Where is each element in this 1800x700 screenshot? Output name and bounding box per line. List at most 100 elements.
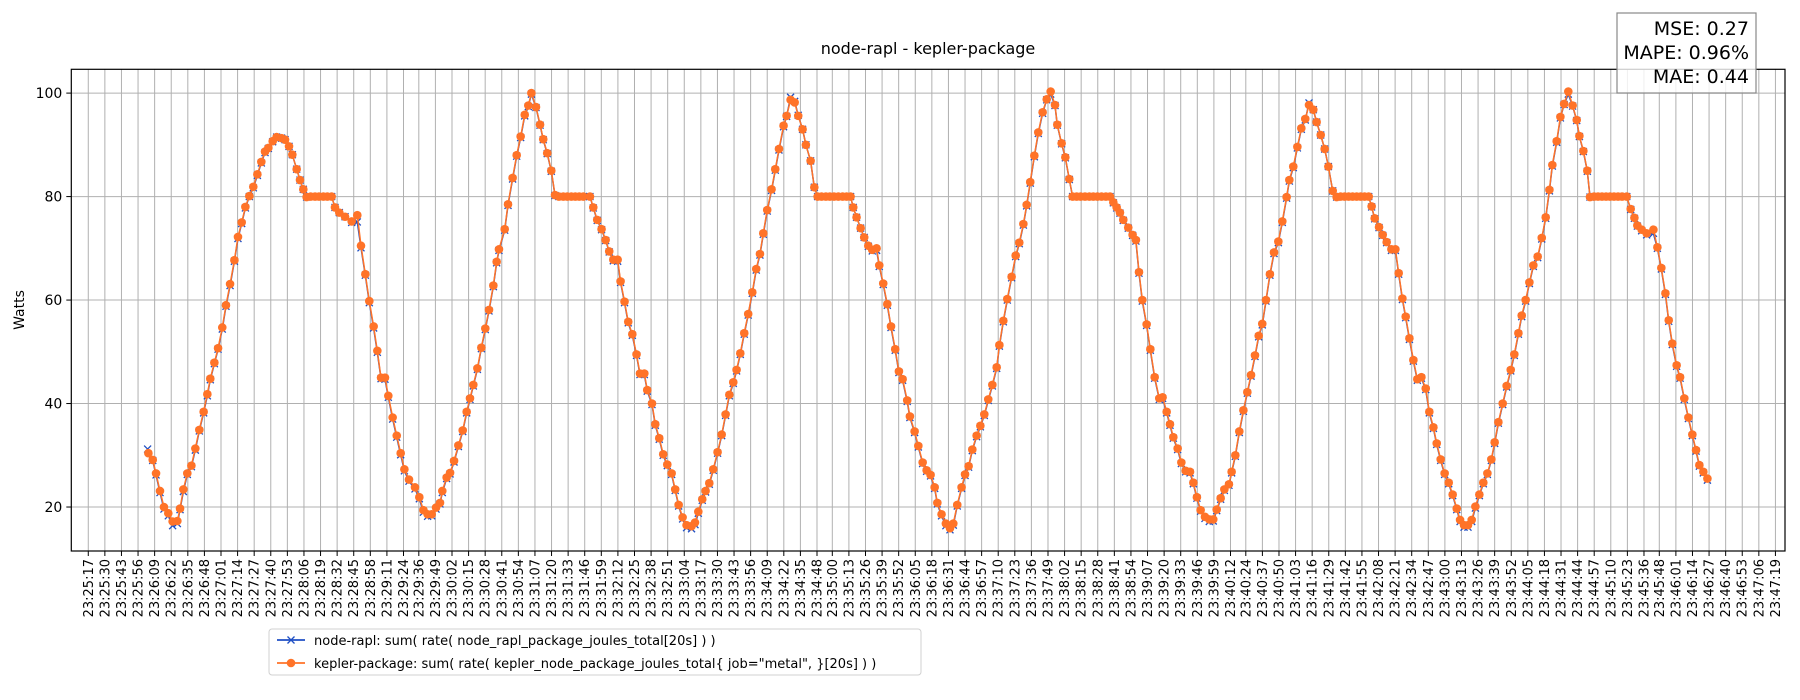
metrics-box-frame	[1616, 12, 1757, 94]
x-tick-label: 23:41:29	[1322, 559, 1337, 617]
data-point-kepler-package	[284, 142, 294, 151]
data-point-kepler-package	[503, 200, 513, 209]
data-point-kepler-package	[1162, 407, 1171, 417]
data-point-kepler-package	[148, 455, 158, 465]
x-tick-label: 23:44:31	[1555, 559, 1570, 617]
data-point-kepler-package	[735, 349, 745, 358]
data-point-kepler-package	[1282, 192, 1291, 202]
data-point-kepler-package	[995, 340, 1004, 350]
data-point-kepler-package	[462, 407, 471, 417]
data-point-kepler-package	[449, 456, 459, 466]
data-point-kepler-package	[404, 475, 414, 484]
data-point-kepler-package	[396, 448, 405, 458]
data-point-kepler-package	[292, 164, 301, 174]
data-point-kepler-package	[531, 102, 541, 112]
data-point-kepler-package	[225, 279, 235, 289]
data-point-kepler-package	[1440, 469, 1449, 478]
x-tick-label: 23:37:49	[1041, 559, 1056, 617]
x-tick-label: 23:38:15	[1075, 559, 1090, 617]
data-point-kepler-package	[203, 389, 212, 399]
data-point-kepler-package	[245, 191, 254, 201]
x-tick-label: 23:35:52	[892, 559, 907, 617]
data-point-kepler-package	[1374, 222, 1384, 232]
data-point-kepler-package	[613, 255, 622, 265]
x-tick-label: 23:35:39	[876, 559, 891, 617]
data-point-kepler-package	[1185, 467, 1195, 477]
data-point-kepler-package	[1196, 505, 1205, 515]
x-tick-label: 23:25:30	[98, 559, 113, 617]
data-point-kepler-package	[524, 101, 533, 110]
data-point-kepler-package	[364, 296, 374, 306]
data-point-kepler-package	[1563, 87, 1573, 96]
x-tick-label: 23:28:06	[297, 559, 312, 617]
data-point-kepler-package	[144, 448, 153, 458]
data-point-kepler-package	[1391, 245, 1400, 254]
data-point-kepler-package	[538, 134, 548, 144]
data-point-kepler-package	[1699, 467, 1708, 477]
data-point-kepler-package	[1541, 212, 1551, 222]
data-point-kepler-package	[767, 185, 776, 194]
data-point-kepler-package	[1328, 186, 1338, 196]
data-point-kepler-package	[484, 305, 494, 315]
data-point-kepler-package	[1288, 162, 1298, 171]
x-tick-label: 23:31:33	[562, 559, 577, 617]
data-point-kepler-package	[1057, 138, 1066, 148]
metric-mse: MSE: 0.27	[1654, 18, 1749, 40]
data-point-kepler-package	[1653, 242, 1662, 252]
data-point-kepler-package	[1537, 233, 1547, 243]
data-point-kepler-package	[632, 350, 641, 359]
data-point-kepler-package	[1134, 267, 1144, 277]
data-point-kepler-package	[1444, 478, 1454, 488]
data-point-kepler-package	[1498, 399, 1508, 408]
data-point-kepler-package	[373, 346, 382, 356]
legend-frame	[268, 628, 922, 676]
data-point-kepler-package	[1142, 320, 1151, 329]
data-point-kepler-package	[1691, 445, 1701, 455]
legend-label-kepler-package: kepler-package: sum( rate( kepler_node_p…	[314, 657, 876, 672]
data-point-kepler-package	[1649, 225, 1658, 234]
x-tick-label: 23:37:23	[1008, 559, 1023, 617]
data-point-kepler-package	[910, 427, 919, 436]
data-point-kepler-package	[1212, 505, 1222, 514]
data-point-kepler-package	[937, 509, 946, 519]
data-point-kepler-package	[494, 245, 504, 254]
data-point-kepler-package	[1529, 261, 1538, 270]
data-point-kepler-package	[299, 185, 308, 194]
data-point-kepler-package	[898, 374, 907, 384]
data-point-kepler-package	[388, 413, 397, 422]
data-point-kepler-package	[295, 175, 305, 185]
data-point-kepler-package	[1061, 152, 1070, 162]
x-tick-label: 23:39:33	[1174, 559, 1189, 617]
data-point-kepler-package	[445, 468, 455, 478]
data-point-kepler-package	[535, 120, 545, 129]
data-point-kepler-package	[1668, 339, 1677, 348]
x-tick-label: 23:33:56	[744, 559, 759, 617]
data-point-kepler-package	[173, 516, 182, 526]
x-tick-label: 23:39:46	[1191, 559, 1206, 617]
data-point-kepler-package	[670, 485, 680, 494]
x-tick-label: 23:28:58	[364, 559, 379, 617]
data-point-kepler-package	[264, 143, 273, 153]
data-point-kepler-package	[1285, 175, 1294, 185]
data-point-kepler-package	[1394, 268, 1403, 278]
metric-mape: MAPE: 0.96%	[1623, 42, 1749, 64]
data-point-kepler-package	[1382, 237, 1391, 247]
data-point-kepler-package	[415, 492, 424, 502]
data-point-kepler-package	[952, 500, 962, 510]
y-tick-label: 40	[44, 397, 62, 413]
x-tick-label: 23:40:12	[1224, 559, 1239, 617]
x-tick-label: 23:45:10	[1604, 559, 1619, 617]
x-tick-label: 23:34:22	[777, 559, 792, 617]
data-point-kepler-package	[1506, 365, 1516, 375]
x-tick-label: 23:29:36	[412, 559, 427, 617]
data-point-kepler-package	[1517, 311, 1527, 320]
data-point-kepler-package	[694, 507, 703, 516]
data-point-kepler-package	[1030, 151, 1039, 161]
data-point-kepler-package	[872, 244, 881, 253]
data-point-kepler-package	[458, 426, 468, 435]
data-point-kepler-package	[721, 410, 730, 419]
x-tick-label: 23:39:20	[1158, 559, 1173, 617]
x-marker-stroke	[287, 636, 295, 644]
data-point-kepler-package	[1254, 331, 1263, 341]
